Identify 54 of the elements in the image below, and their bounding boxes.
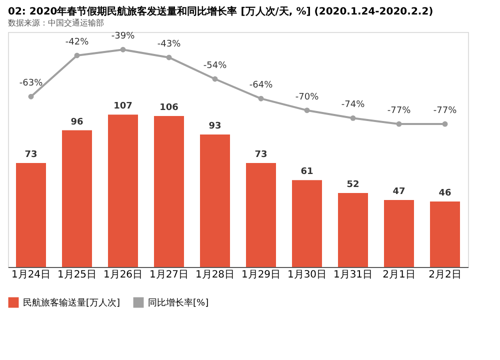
data-label: 52: [346, 180, 360, 190]
point: [258, 96, 264, 102]
point: [28, 94, 34, 100]
data-label: 93: [208, 122, 222, 132]
bar: [246, 163, 276, 267]
source-note: 数据来源：中国交通运输部: [8, 18, 104, 28]
point: [166, 54, 172, 60]
data-label: 46: [438, 188, 452, 198]
data-label: 106: [160, 103, 178, 114]
point: [74, 52, 80, 58]
point: [120, 46, 126, 52]
data-label: 47: [392, 187, 406, 198]
data-label: -77%: [433, 106, 458, 116]
x-tick-label: 1月27日: [149, 270, 189, 280]
bar: [292, 180, 322, 267]
bar: [108, 114, 138, 267]
point: [442, 121, 448, 127]
legend-label: 民航旅客输送量[万人次]: [23, 298, 120, 309]
bar: [16, 163, 46, 267]
point: [350, 115, 356, 121]
bar: [338, 192, 368, 267]
x-tick-label: 1月24日: [11, 270, 51, 280]
bar: [384, 200, 414, 267]
data-label: -54%: [203, 61, 228, 71]
point: [212, 76, 218, 82]
data-label: 107: [114, 102, 132, 112]
x-tick-label: 1月31日: [333, 270, 373, 280]
bar: [62, 130, 92, 267]
x-tick-label: 1月25日: [57, 270, 97, 280]
data-label: 96: [70, 117, 84, 128]
data-label: 61: [300, 167, 314, 178]
bar: [430, 201, 460, 267]
bar: [200, 134, 230, 267]
data-label: -63%: [19, 78, 44, 89]
data-label: -39%: [111, 32, 136, 42]
x-tick-label: 2月2日: [428, 270, 462, 280]
data-label: -70%: [295, 92, 320, 102]
data-label: -77%: [387, 106, 412, 116]
bar: [154, 116, 184, 267]
data-label: -43%: [157, 39, 182, 50]
data-label: -64%: [249, 80, 274, 91]
legend-label: 同比增长率[%]: [148, 298, 209, 309]
data-label: 73: [254, 150, 268, 160]
point: [396, 121, 402, 127]
data-label: -42%: [65, 38, 90, 48]
x-tick-label: 1月29日: [241, 270, 281, 280]
point: [304, 108, 310, 114]
data-label: 73: [24, 150, 38, 160]
x-tick-label: 1月26日: [103, 270, 143, 280]
x-tick-label: 1月30日: [287, 270, 327, 280]
x-tick-label: 2月1日: [382, 270, 416, 280]
x-tick-label: 1月28日: [195, 270, 235, 280]
chart-title: 02: 2020年春节假期民航旅客发送量和同比增长率 [万人次/天, %] (2020.1.24-2020.2.2): [8, 6, 434, 18]
data-label: -74%: [341, 100, 366, 110]
